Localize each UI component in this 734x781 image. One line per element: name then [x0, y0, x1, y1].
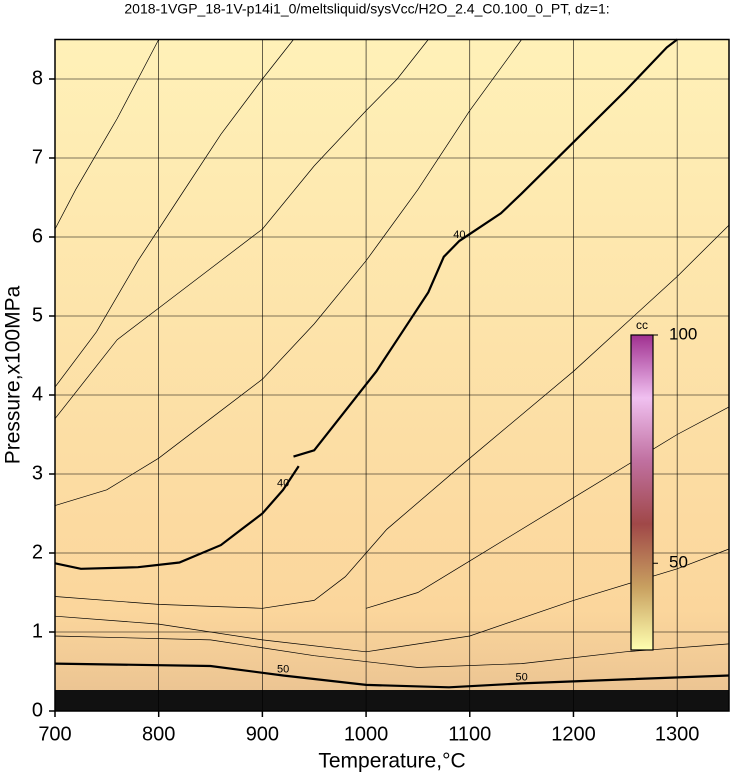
contour-line — [54, 548, 730, 653]
contour-line — [54, 635, 730, 668]
y-tick-label: 7 — [32, 146, 43, 168]
colorbar-label: cc — [636, 318, 648, 332]
y-tick-label: 2 — [32, 541, 43, 563]
contour-label: 40 — [453, 229, 465, 241]
y-tick-label: 6 — [32, 225, 43, 247]
y-tick-label: 1 — [32, 620, 43, 642]
y-tick-label: 0 — [32, 699, 43, 721]
plot-background — [55, 39, 729, 711]
contour-label: 50 — [277, 663, 289, 675]
colorbar-tick-label: 50 — [669, 553, 688, 572]
chart-title: 2018-1VGP_18-1V-p14i1_0/meltsliquid/sysV… — [124, 1, 609, 17]
contour-label: 50 — [515, 671, 527, 683]
contour-line — [54, 662, 730, 689]
y-tick-label: 4 — [32, 383, 43, 405]
contour-line — [54, 39, 160, 230]
x-tick-label: 1200 — [551, 723, 596, 745]
x-tick-label: 900 — [246, 723, 279, 745]
x-tick-label: 1300 — [655, 723, 700, 745]
contour-line — [54, 39, 429, 419]
x-tick-label: 1100 — [448, 723, 491, 745]
contour-line — [54, 39, 294, 388]
colorbar — [630, 334, 654, 651]
y-tick-label: 5 — [32, 304, 43, 326]
y-tick-label: 8 — [32, 67, 43, 89]
y-tick-label: 3 — [32, 462, 43, 484]
x-tick-label: 800 — [142, 723, 175, 745]
dense-contours — [55, 690, 729, 711]
x-tick-label: 700 — [38, 723, 71, 745]
contour-line — [54, 38, 678, 570]
x-axis-label: Temperature,°C — [318, 750, 465, 773]
contour-line — [365, 406, 730, 609]
contour-label: 40 — [277, 478, 289, 490]
colorbar-tick-label: 100 — [669, 324, 697, 343]
y-axis-label: Pressure,x100MPa — [2, 285, 25, 464]
x-tick-label: 1000 — [344, 723, 389, 745]
contour-line — [54, 224, 730, 609]
plot-frame — [54, 38, 730, 712]
contour-line — [54, 39, 522, 506]
